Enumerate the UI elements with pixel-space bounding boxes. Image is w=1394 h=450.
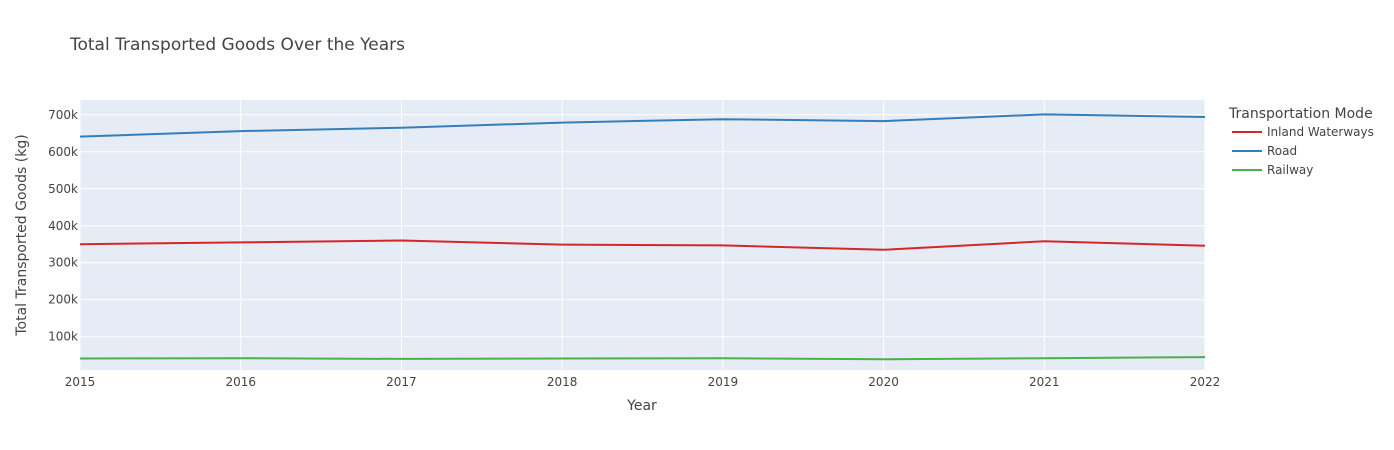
legend-label-inland-waterways: Inland Waterways <box>1267 125 1374 139</box>
legend: Transportation Mode Inland Waterways Road… <box>1228 106 1374 177</box>
y-tick-label: 300k <box>48 256 78 270</box>
x-tick-label: 2018 <box>547 375 578 389</box>
plot-area <box>80 100 1205 370</box>
series-lines <box>79 113 1206 361</box>
legend-label-road: Road <box>1267 144 1297 158</box>
y-axis-ticks: 100k 200k 300k 400k 500k 600k 700k <box>48 108 78 344</box>
y-axis-title: Total Transported Goods (kg) <box>14 134 30 336</box>
x-tick-label: 2019 <box>708 375 739 389</box>
y-tick-label: 600k <box>48 145 78 159</box>
legend-items: Inland Waterways Road Railway <box>1232 125 1374 177</box>
x-tick-label: 2022 <box>1190 375 1221 389</box>
x-tick-label: 2021 <box>1029 375 1060 389</box>
gridlines <box>79 100 1206 370</box>
x-tick-label: 2017 <box>386 375 417 389</box>
x-tick-label: 2015 <box>65 375 96 389</box>
series-line-inland-waterways <box>79 239 1206 251</box>
x-tick-label: 2020 <box>868 375 899 389</box>
series-line-railway <box>79 356 1206 361</box>
x-tick-label: 2016 <box>225 375 256 389</box>
y-tick-label: 700k <box>48 108 78 122</box>
y-tick-label: 500k <box>48 182 78 196</box>
legend-label-railway: Railway <box>1267 163 1313 177</box>
x-axis-ticks: 2015 2016 2017 2018 2019 2020 2021 2022 <box>65 375 1221 389</box>
y-tick-label: 400k <box>48 219 78 233</box>
series-line-road <box>79 113 1206 138</box>
y-tick-label: 200k <box>48 293 78 307</box>
legend-title: Transportation Mode <box>1228 106 1373 122</box>
x-axis-title: Year <box>626 398 657 414</box>
y-tick-label: 100k <box>48 330 78 344</box>
chart-title: Total Transported Goods Over the Years <box>69 35 405 55</box>
